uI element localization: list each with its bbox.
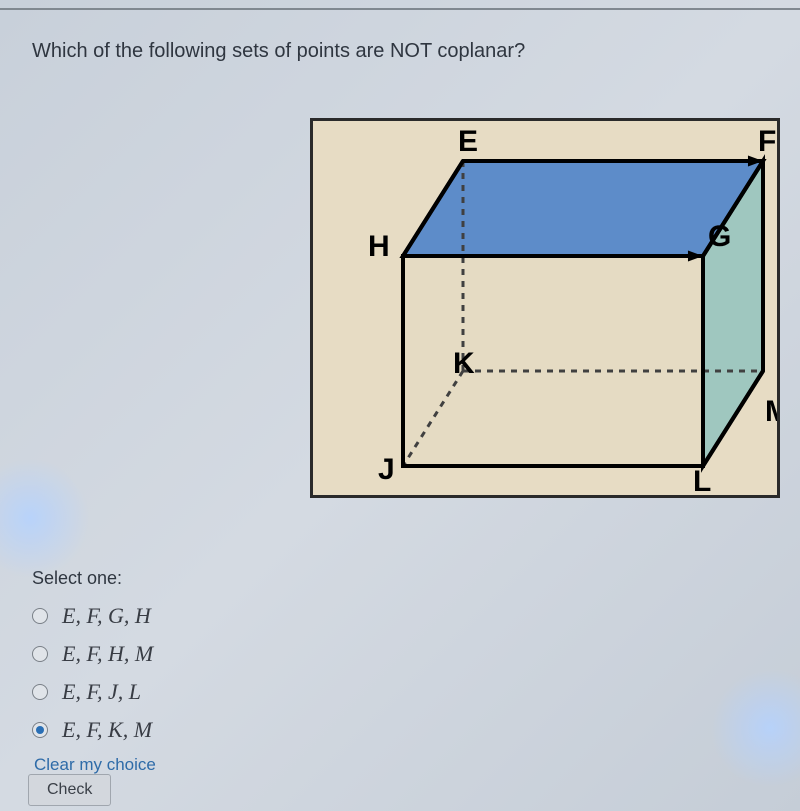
svg-text:H: H bbox=[368, 230, 390, 263]
option-label-1: E, F, H, M bbox=[62, 641, 153, 667]
svg-text:J: J bbox=[378, 453, 395, 486]
option-row-2[interactable]: E, F, J, L bbox=[32, 679, 156, 705]
radio-3[interactable] bbox=[32, 722, 48, 738]
option-label-3: E, F, K, M bbox=[62, 717, 152, 743]
svg-text:G: G bbox=[708, 220, 731, 253]
option-label-2: E, F, J, L bbox=[62, 679, 141, 705]
lens-glare bbox=[0, 458, 90, 578]
svg-text:F: F bbox=[758, 125, 776, 158]
option-row-0[interactable]: E, F, G, H bbox=[32, 603, 156, 629]
clear-choice-link[interactable]: Clear my choice bbox=[34, 755, 156, 775]
svg-text:K: K bbox=[453, 347, 475, 380]
svg-text:E: E bbox=[458, 125, 478, 158]
option-row-1[interactable]: E, F, H, M bbox=[32, 641, 156, 667]
cuboid-diagram: E F G H K M J L bbox=[313, 121, 777, 495]
option-row-3[interactable]: E, F, K, M bbox=[32, 717, 156, 743]
check-button[interactable]: Check bbox=[28, 774, 111, 806]
select-one-label: Select one: bbox=[32, 568, 156, 589]
options-block: Select one: E, F, G, H E, F, H, M E, F, J,… bbox=[32, 568, 156, 775]
diagram-frame: E F G H K M J L bbox=[310, 118, 780, 498]
lens-glare bbox=[710, 668, 800, 788]
option-label-0: E, F, G, H bbox=[62, 603, 151, 629]
svg-text:L: L bbox=[693, 465, 711, 495]
question-text: Which of the following sets of points ar… bbox=[0, 10, 800, 63]
svg-text:M: M bbox=[765, 395, 777, 428]
radio-1[interactable] bbox=[32, 646, 48, 662]
radio-2[interactable] bbox=[32, 684, 48, 700]
radio-0[interactable] bbox=[32, 608, 48, 624]
